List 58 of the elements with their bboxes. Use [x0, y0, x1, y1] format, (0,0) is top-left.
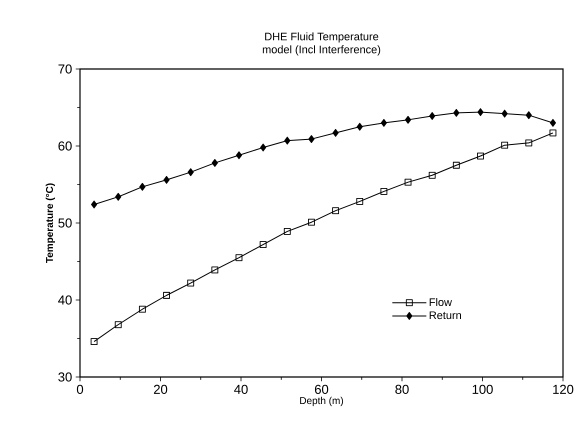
point [212, 158, 218, 167]
y-axis-title: Temperature (°C) [46, 183, 55, 263]
y-tick-label: 40 [58, 295, 72, 305]
chart-subtitle: model (Incl Interference) [262, 45, 380, 56]
point [163, 292, 170, 299]
point [356, 198, 364, 205]
point [284, 136, 290, 145]
point [91, 200, 98, 208]
point [114, 321, 122, 328]
point [308, 218, 315, 226]
point [187, 280, 194, 287]
point [429, 112, 436, 120]
point [163, 176, 170, 184]
legend-label: Return [430, 311, 461, 320]
x-tick-label: 40 [234, 384, 248, 394]
x-tick-label: 0 [76, 384, 84, 394]
y-tick-label: 60 [58, 141, 72, 151]
point [452, 162, 460, 169]
point [260, 241, 267, 248]
point [453, 108, 460, 117]
point [549, 129, 556, 136]
legend-label: Flow [430, 298, 452, 306]
x-axis-title: Depth (m) [300, 396, 344, 406]
point [90, 338, 98, 346]
point [284, 228, 291, 235]
point [525, 139, 532, 146]
y-tick-label: 30 [58, 372, 72, 382]
point [526, 111, 532, 120]
point [380, 188, 388, 195]
x-tick-label: 20 [154, 384, 168, 394]
point [380, 118, 387, 127]
y-tick-label: 50 [58, 218, 72, 228]
x-tick-label: 100 [472, 384, 493, 394]
chart-title: DHE Fluid Temperature [265, 32, 378, 43]
point [404, 178, 412, 186]
point [115, 192, 122, 201]
point [501, 142, 508, 149]
point [477, 152, 484, 160]
point [138, 306, 146, 313]
point [188, 168, 194, 176]
point [550, 118, 556, 127]
point [404, 116, 412, 124]
point [356, 122, 363, 131]
point [260, 144, 266, 152]
point [139, 182, 146, 191]
y-tick-label: 70 [58, 64, 72, 74]
point [236, 254, 242, 262]
x-tick-label: 60 [314, 384, 328, 394]
point [502, 110, 508, 118]
point [428, 172, 436, 179]
x-tick-label: 80 [395, 384, 409, 394]
point [477, 108, 484, 116]
point [308, 135, 315, 144]
point [332, 128, 339, 137]
point [211, 266, 218, 274]
point [236, 151, 242, 160]
point [332, 207, 340, 214]
x-tick-label: 120 [553, 384, 574, 394]
